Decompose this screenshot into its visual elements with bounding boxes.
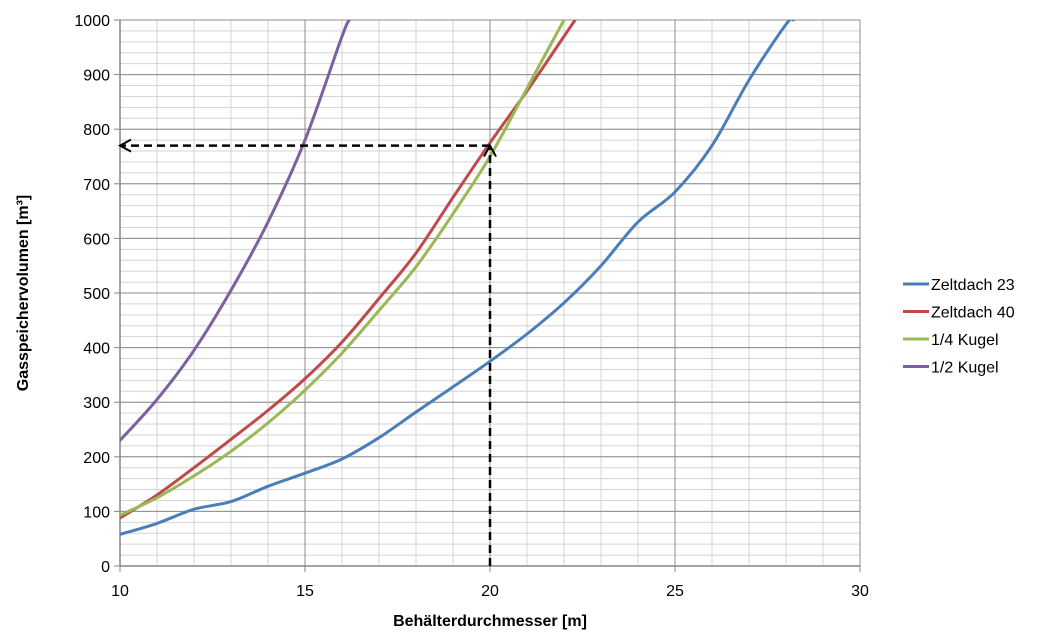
y-tick-label: 0 bbox=[101, 559, 110, 576]
y-tick-label: 300 bbox=[83, 395, 110, 412]
y-tick-label: 900 bbox=[83, 68, 110, 85]
y-tick-label: 700 bbox=[83, 177, 110, 194]
y-tick-label: 100 bbox=[83, 504, 110, 521]
y-tick-label: 500 bbox=[83, 286, 110, 303]
y-tick-label: 600 bbox=[83, 231, 110, 248]
y-axis-title: Gasspeichervolumen [m³] bbox=[15, 195, 32, 392]
x-tick-label: 20 bbox=[481, 583, 499, 600]
legend-label-zeltdach-23: Zeltdach 23 bbox=[931, 277, 1015, 294]
x-tick-label: 25 bbox=[666, 583, 684, 600]
legend: Zeltdach 23 Zeltdach 40 1/4 Kugel 1/2 Kugel bbox=[903, 277, 1015, 377]
x-axis-title: Behälterdurchmesser [m] bbox=[393, 613, 587, 630]
y-tick-label: 800 bbox=[83, 122, 110, 139]
legend-label-1-2-kugel: 1/2 Kugel bbox=[931, 360, 999, 377]
y-tick-label: 400 bbox=[83, 341, 110, 358]
x-tick-label: 15 bbox=[296, 583, 314, 600]
y-tick-label: 1000 bbox=[74, 13, 110, 30]
x-tick-label: 30 bbox=[851, 583, 869, 600]
series-line-1-2-kugel bbox=[120, 20, 349, 440]
x-tick-label: 10 bbox=[111, 583, 129, 600]
legend-label-zeltdach-40: Zeltdach 40 bbox=[931, 305, 1015, 322]
legend-label-1-4-kugel: 1/4 Kugel bbox=[931, 332, 999, 349]
series-line-zeltdach-40 bbox=[120, 20, 575, 518]
y-tick-label: 200 bbox=[83, 450, 110, 467]
